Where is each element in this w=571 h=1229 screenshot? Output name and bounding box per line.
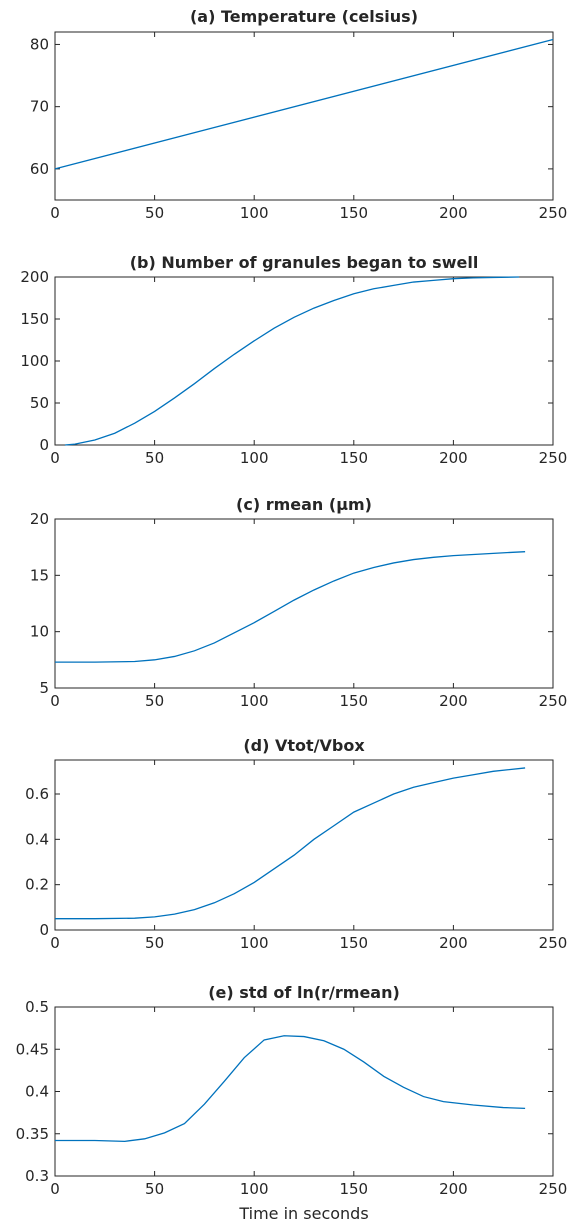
chart-a-xtick-label: 0	[50, 204, 60, 222]
chart-c-series-line	[55, 551, 526, 663]
chart-a-xtick-label: 200	[439, 204, 468, 222]
chart-a-xtick-label: 150	[339, 204, 368, 222]
chart-e-xtick-label: 150	[339, 1180, 368, 1198]
chart-c-ytick-label: 10	[30, 623, 49, 641]
chart-e-ytick-label: 0.4	[25, 1083, 49, 1101]
chart-c-xtick-label: 100	[240, 692, 269, 710]
chart-d-ytick-label: 0.4	[25, 830, 49, 848]
chart-e-xtick-label: 50	[145, 1180, 164, 1198]
chart-b-xtick-label: 0	[50, 449, 60, 467]
chart-b-xtick-label: 150	[339, 449, 368, 467]
chart-e-title: (e) std of ln(r/rmean)	[208, 983, 400, 1002]
chart-e-xtick-label: 0	[50, 1180, 60, 1198]
chart-a-xtick-label: 50	[145, 204, 164, 222]
chart-d-ytick-label: 0.2	[25, 876, 49, 894]
chart-d-xtick-label: 0	[50, 934, 60, 952]
chart-e-series-line	[55, 1035, 526, 1143]
chart-a-axes	[54, 31, 554, 201]
chart-d-axes	[54, 759, 554, 931]
chart-e-ytick-label: 0.3	[25, 1167, 49, 1185]
chart-c-xtick-label: 50	[145, 692, 164, 710]
chart-d-xtick-label: 250	[539, 934, 568, 952]
chart-e: (e) std of ln(r/rmean) 0 50 100 150 200 250 0.3…	[16, 983, 568, 1198]
chart-a: (a) Temperature (celsius) 0 50 100 150 200 250…	[30, 7, 567, 222]
chart-a-ytick-label: 60	[30, 160, 49, 178]
chart-a-ytick-label: 70	[30, 98, 49, 116]
chart-b-ytick-label: 0	[39, 436, 49, 454]
chart-b-title: (b) Number of granules began to swell	[130, 253, 479, 272]
chart-b-series-line	[64, 276, 520, 446]
chart-e-xtick-label: 200	[439, 1180, 468, 1198]
chart-d-ytick-label: 0.6	[25, 785, 49, 803]
chart-b-ytick-label: 50	[30, 394, 49, 412]
chart-c-xtick-label: 150	[339, 692, 368, 710]
chart-c-ytick-label: 5	[39, 679, 49, 697]
chart-e-ytick-label: 0.45	[16, 1040, 49, 1058]
chart-b-ytick-label: 200	[20, 268, 49, 286]
chart-e-axes	[54, 1006, 554, 1177]
chart-a-xtick-label: 250	[539, 204, 568, 222]
chart-a-ytick-label: 80	[30, 35, 49, 53]
chart-e-ytick-label: 0.5	[25, 998, 49, 1016]
chart-b-xtick-label: 100	[240, 449, 269, 467]
x-axis-label: Time in seconds	[238, 1204, 368, 1223]
chart-e-ytick-label: 0.35	[16, 1125, 49, 1143]
chart-c-axes	[54, 518, 554, 689]
chart-d-xtick-label: 200	[439, 934, 468, 952]
chart-d-ytick-label: 0	[39, 921, 49, 939]
chart-b-xtick-label: 200	[439, 449, 468, 467]
chart-b-xtick-label: 50	[145, 449, 164, 467]
chart-b-axes	[54, 276, 554, 446]
chart-a-xtick-label: 100	[240, 204, 269, 222]
chart-c-title: (c) rmean (µm)	[236, 495, 372, 514]
chart-d-xtick-label: 100	[240, 934, 269, 952]
chart-e-xtick-label: 100	[240, 1180, 269, 1198]
chart-b-ytick-label: 100	[20, 352, 49, 370]
chart-b: (b) Number of granules began to swell 0 50…	[20, 253, 567, 467]
chart-a-title: (a) Temperature (celsius)	[190, 7, 418, 26]
chart-c-ytick-label: 15	[30, 566, 49, 584]
chart-c-xtick-label: 200	[439, 692, 468, 710]
chart-c-ytick-label: 20	[30, 510, 49, 528]
chart-a-series-line	[54, 38, 554, 170]
chart-c-xtick-label: 0	[50, 692, 60, 710]
chart-d-xtick-label: 150	[339, 934, 368, 952]
chart-c: (c) rmean (µm) 0 50 100 150 200 250 5 10 15 20	[30, 495, 567, 710]
chart-d-series-line	[55, 767, 526, 920]
chart-d-title: (d) Vtot/Vbox	[243, 736, 365, 755]
chart-d: (d) Vtot/Vbox 0 50 100 150 200 250 0 0.2 0.4 0.6	[25, 736, 567, 952]
chart-b-xtick-label: 250	[539, 449, 568, 467]
chart-c-xtick-label: 250	[539, 692, 568, 710]
chart-e-xtick-label: 250	[539, 1180, 568, 1198]
chart-b-ytick-label: 150	[20, 310, 49, 328]
chart-d-xtick-label: 50	[145, 934, 164, 952]
